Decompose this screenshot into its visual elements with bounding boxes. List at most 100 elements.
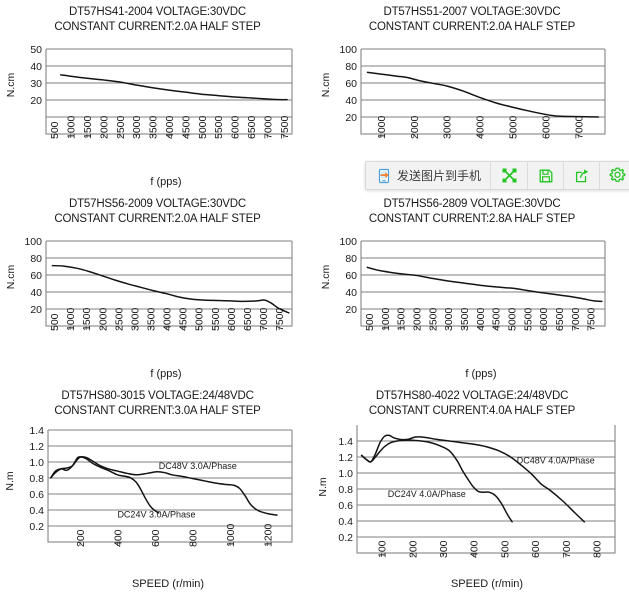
settings-button[interactable] [600,162,629,189]
chart-title-line2: CONSTANT CURRENT:4.0A HALF STEP [368,405,576,417]
y-tick-label: 60 [345,270,357,282]
y-tick-label: 0.6 [29,489,44,501]
chart-svg-dt57hs80-3015: N.m 1.4 1.2 1.0 0.8 0.6 0.4 [4,425,293,590]
x-tick-label: 4000 [475,307,487,331]
x-tick-label: 7000 [570,307,582,331]
chart-svg-dt57hs41-2004: N.cm 50 40 30 20 [5,44,293,188]
y-tick-label: 20 [30,304,42,316]
x-tick-label: 5000 [197,115,209,139]
x-axis-title: f (pps) [150,368,181,380]
chart-title-line2: CONSTANT CURRENT:3.0A HALF STEP [54,405,261,417]
x-tick-label: 1000 [66,115,78,139]
y-tick-label: 100 [24,236,42,248]
data-series-torque [51,264,290,314]
x-tick-label: 800 [188,529,200,547]
y-axis-label: N.cm [320,265,332,290]
x-tick-label: 1000 [65,307,77,331]
x-tick-label: 1000 [376,115,388,139]
x-tick-label: 4000 [164,115,176,139]
x-axis-title: f (pps) [150,176,181,188]
y-tick-label: 30 [30,78,42,90]
chart-title: DT57HS56-2009 VOLTAGE:30VDC CONSTANT CUR… [0,192,315,227]
y-tick-label: 0.6 [338,500,353,512]
x-tick-label: 400 [469,540,481,558]
chart-title-line2: CONSTANT CURRENT:2.0A HALF STEP [54,21,261,33]
x-tick-label: 1500 [81,307,93,331]
share-export-button[interactable] [564,162,601,189]
x-tick-label: 6500 [242,307,254,331]
send-to-phone-label: 发送图片到手机 [397,169,482,183]
chart-title: DT57HS80-4022 VOLTAGE:24/48VDC CONSTANT … [315,384,629,419]
x-tick-labels: 500 1000 1500 2000 2500 3000 3500 4000 4500 5000 5… [364,307,598,331]
fullscreen-expand-button[interactable] [491,162,529,189]
y-tick-labels: 1.4 1.2 1.0 0.8 0.6 0.4 0.2 [29,425,44,533]
plot-area: N.cm 100 80 60 40 20 500 1000 1500 2000 2500… [315,227,629,382]
plot-area: N.m 1.4 1.2 1.0 0.8 0.6 0.4 [315,419,629,592]
x-tick-label: 6500 [554,307,566,331]
y-tick-labels: 100 80 60 40 20 [339,236,357,316]
image-context-toolbar[interactable]: 发送图片到手机 [365,161,629,190]
chart-title-line2: CONSTANT CURRENT:2.8A HALF STEP [368,213,576,225]
gridlines [48,429,292,527]
x-tick-label: 5500 [210,307,222,331]
x-tick-label: 1200 [263,523,275,547]
chart-svg-dt57hs56-2009: N.cm 100 80 60 40 20 500 1000 1500 2000 2500… [5,236,293,380]
x-tick-label: 1000 [225,523,237,547]
y-tick-labels: 1.4 1.2 1.0 0.8 0.6 0.4 0.2 [338,436,353,544]
x-tick-label: 200 [407,540,419,558]
plot-area: N.cm 100 80 60 40 20 500 1000 1500 2000 2500… [0,227,315,382]
x-tick-label: 6500 [246,115,258,139]
x-tick-label: 2500 [115,115,127,139]
x-tick-label: 5500 [522,307,534,331]
chart-card-dt57hs56-2009: DT57HS56-2009 VOLTAGE:30VDC CONSTANT CUR… [0,192,315,384]
x-tick-label: 1500 [82,115,94,139]
x-tick-label: 7500 [586,307,598,331]
share-export-icon [573,167,590,184]
series-label-dc48v: DC48V 4.0A/Phase [517,455,595,465]
y-axis-label: N.cm [5,265,17,290]
x-tick-label: 3000 [129,307,141,331]
y-tick-label: 0.2 [29,521,44,533]
x-tick-label: 2000 [97,307,109,331]
y-axis-label: N.cm [5,73,17,98]
x-tick-label: 500 [364,313,376,331]
x-tick-label: 5500 [213,115,225,139]
y-tick-label: 1.2 [338,452,353,464]
y-tick-label: 20 [30,95,42,107]
y-axis-label: N.m [317,477,329,497]
y-tick-labels: 50 40 30 20 [30,44,42,107]
series-label-dc24v: DC24V 4.0A/Phase [388,489,466,499]
x-tick-label: 3500 [459,307,471,331]
x-tick-label: 2000 [409,115,421,139]
chart-title: DT57HS51-2007 VOLTAGE:30VDC CONSTANT CUR… [315,0,629,35]
save-image-button[interactable] [528,162,565,189]
x-tick-label: 500 [49,313,61,331]
y-tick-label: 1.4 [338,436,353,448]
x-tick-label: 7000 [574,115,586,139]
y-axis-label-group: N.cm [5,73,17,98]
data-series-dc24v [50,456,160,514]
x-tick-label: 6000 [541,115,553,139]
x-tick-label: 3000 [443,307,455,331]
chart-title-line2: CONSTANT CURRENT:2.0A HALF STEP [54,213,261,225]
x-tick-label: 800 [592,540,604,558]
series-label-dc24v: DC24V 3.0A/Phase [117,509,195,519]
chart-svg-dt57hs56-2809: N.cm 100 80 60 40 20 500 1000 1500 2000 2500… [320,236,606,380]
x-axis-title: SPEED (r/min) [451,578,523,590]
y-tick-label: 50 [30,44,42,56]
x-tick-label: 7000 [262,115,274,139]
plot-area: N.cm 100 80 60 40 20 1000 2000 3000 4000 500… [315,35,629,190]
plot-area: N.m 1.4 1.2 1.0 0.8 0.6 0.4 [0,419,315,592]
x-tick-label: 6000 [226,307,238,331]
series-label-dc48v: DC48V 3.0A/Phase [159,461,237,471]
x-tick-label: 7500 [274,307,286,331]
gridlines [46,48,292,118]
gridlines [361,240,605,310]
send-to-phone-button[interactable]: 发送图片到手机 [366,162,492,189]
x-tick-label: 3000 [442,115,454,139]
x-tick-label: 4500 [180,115,192,139]
y-tick-labels: 100 80 60 40 20 [339,44,357,124]
chart-svg-dt57hs51-2007: N.cm 100 80 60 40 20 1000 2000 3000 4000 500… [320,44,606,139]
x-tick-label: 200 [75,529,87,547]
chart-svg-dt57hs80-4022: N.m 1.4 1.2 1.0 0.8 0.6 0.4 [317,425,616,590]
